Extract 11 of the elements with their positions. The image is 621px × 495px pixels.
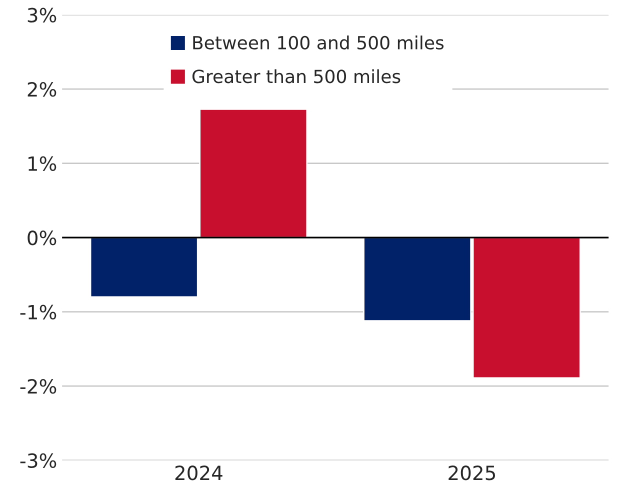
y-tick-label: 1% <box>28 156 56 172</box>
x-tick-label: 2024 <box>175 466 222 480</box>
y-tick-label: -3% <box>20 453 56 468</box>
y-tick-label: 0% <box>28 230 56 246</box>
y-tick-label: -2% <box>20 379 56 394</box>
x-tick-label: 2025 <box>448 466 496 480</box>
y-tick-label: 3% <box>28 8 56 23</box>
y-tick-label: 2% <box>28 82 56 97</box>
legend-label: Between 100 and 500 miles <box>193 36 444 50</box>
legend-label: Greater than 500 miles <box>192 69 400 84</box>
y-tick-label: -1% <box>20 304 56 320</box>
